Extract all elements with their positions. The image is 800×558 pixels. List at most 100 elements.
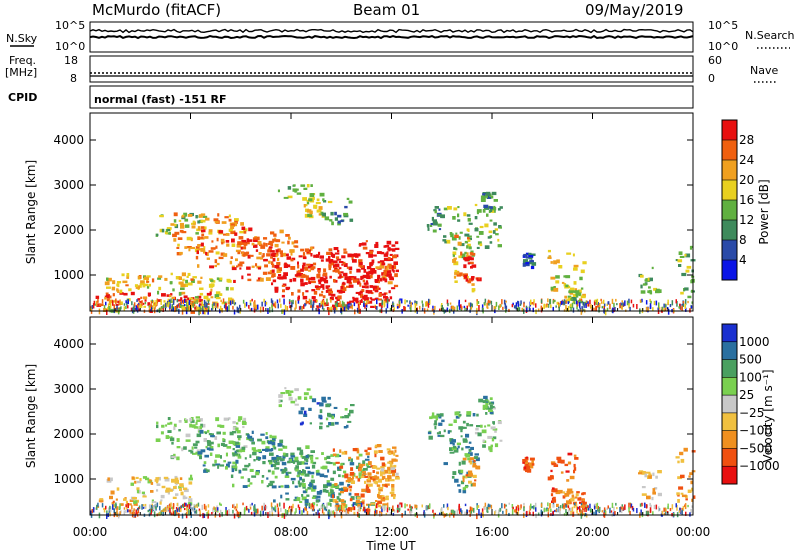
data-cell bbox=[389, 277, 394, 281]
data-cell bbox=[329, 307, 331, 311]
data-cell bbox=[404, 503, 406, 509]
data-cell bbox=[215, 463, 221, 466]
data-cell bbox=[367, 504, 370, 507]
data-cell bbox=[380, 498, 386, 502]
data-cell bbox=[497, 244, 502, 248]
data-cell bbox=[326, 425, 330, 428]
data-cell bbox=[169, 307, 171, 311]
data-cell bbox=[343, 212, 349, 216]
data-cell bbox=[488, 446, 493, 450]
data-cell bbox=[394, 247, 400, 250]
data-cell bbox=[484, 302, 486, 305]
data-cell bbox=[456, 305, 459, 311]
data-cell bbox=[325, 509, 328, 512]
ground-scatter bbox=[90, 298, 693, 316]
data-cell bbox=[330, 454, 335, 457]
data-cell bbox=[489, 449, 493, 453]
data-cell bbox=[262, 448, 267, 451]
data-cell bbox=[281, 309, 283, 314]
data-cell bbox=[309, 471, 315, 475]
data-cell bbox=[271, 273, 276, 277]
data-cell bbox=[309, 210, 313, 215]
data-cell bbox=[692, 495, 696, 499]
data-cell bbox=[302, 197, 307, 201]
data-cell bbox=[471, 264, 477, 268]
data-cell bbox=[192, 276, 197, 279]
data-cell bbox=[266, 485, 270, 488]
data-cell bbox=[194, 511, 196, 514]
data-cell bbox=[366, 275, 371, 280]
data-cell bbox=[365, 485, 370, 489]
data-cell bbox=[188, 299, 191, 306]
data-cell bbox=[330, 483, 336, 488]
data-cell bbox=[316, 275, 321, 279]
data-cell bbox=[337, 466, 340, 470]
data-cell bbox=[305, 488, 308, 492]
data-cell bbox=[125, 510, 127, 513]
data-cell bbox=[593, 307, 595, 312]
data-cell bbox=[462, 487, 466, 491]
colorbar-segment bbox=[722, 120, 737, 140]
data-cell bbox=[364, 458, 370, 461]
data-cell bbox=[203, 299, 206, 306]
data-cell bbox=[468, 441, 472, 444]
data-cell bbox=[336, 258, 342, 261]
data-cell bbox=[427, 505, 429, 510]
data-cell bbox=[452, 442, 455, 446]
data-cell bbox=[138, 505, 141, 509]
data-cell bbox=[365, 240, 368, 243]
data-cell bbox=[267, 249, 272, 253]
data-cell bbox=[156, 233, 159, 237]
data-cell bbox=[393, 509, 396, 513]
data-cell bbox=[241, 275, 244, 280]
data-cell bbox=[319, 409, 323, 414]
data-cell bbox=[192, 452, 196, 455]
data-cell bbox=[352, 503, 354, 507]
data-cell bbox=[487, 435, 493, 439]
data-cell bbox=[143, 305, 146, 308]
data-cell bbox=[566, 500, 571, 505]
data-cell bbox=[274, 475, 278, 479]
power-ylabel: Slant Range [km] bbox=[24, 160, 38, 264]
data-cell bbox=[475, 309, 478, 314]
data-cell bbox=[215, 454, 220, 458]
data-cell bbox=[571, 302, 574, 309]
data-cell bbox=[374, 279, 379, 283]
data-cell bbox=[184, 246, 188, 249]
data-cell bbox=[443, 462, 448, 466]
data-cell bbox=[282, 445, 288, 449]
data-cell bbox=[164, 478, 170, 482]
data-cell bbox=[431, 216, 434, 221]
data-cell bbox=[184, 508, 186, 511]
data-cell bbox=[233, 503, 235, 508]
data-cell bbox=[491, 191, 497, 196]
data-cell bbox=[230, 223, 235, 227]
data-cell bbox=[581, 492, 584, 496]
data-cell bbox=[355, 279, 359, 283]
data-cell bbox=[282, 275, 287, 279]
data-cell bbox=[448, 430, 452, 433]
data-cell bbox=[115, 498, 118, 501]
data-cell bbox=[246, 266, 251, 270]
data-cell bbox=[106, 510, 108, 514]
data-cell bbox=[443, 429, 446, 433]
data-cell bbox=[458, 299, 460, 304]
data-cell bbox=[461, 510, 463, 514]
data-cell bbox=[181, 291, 186, 295]
data-cell bbox=[451, 475, 455, 479]
data-cell bbox=[381, 302, 383, 309]
data-cell bbox=[599, 506, 601, 512]
data-cell bbox=[321, 299, 324, 303]
data-cell bbox=[285, 471, 289, 476]
data-cell bbox=[233, 299, 235, 304]
data-cell bbox=[376, 299, 378, 305]
cpid-text: normal (fast) -151 RF bbox=[94, 93, 227, 106]
data-cell bbox=[318, 281, 322, 285]
data-cell bbox=[602, 299, 605, 304]
data-cell bbox=[468, 278, 473, 282]
data-cell bbox=[223, 417, 229, 421]
data-cell bbox=[675, 503, 677, 508]
data-cell bbox=[347, 477, 351, 481]
data-cell bbox=[392, 472, 395, 477]
data-cell bbox=[389, 463, 393, 468]
